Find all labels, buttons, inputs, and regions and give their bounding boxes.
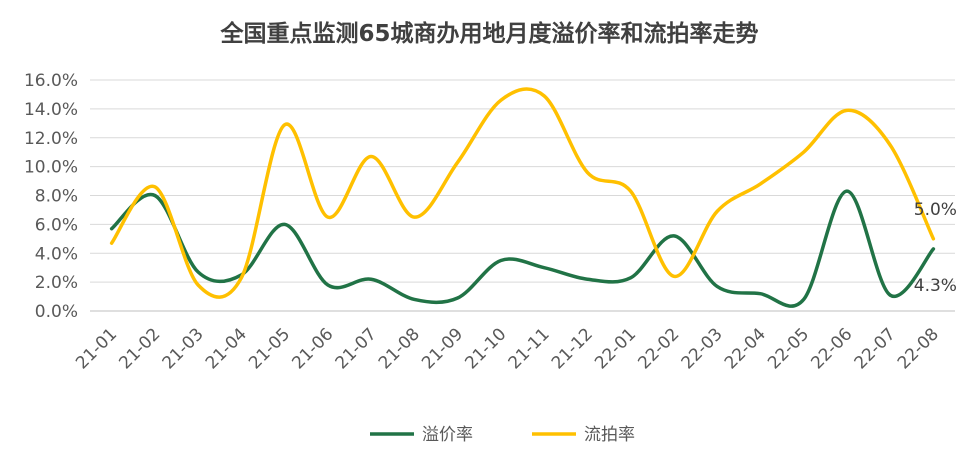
- x-tick-label: 22-02: [634, 324, 683, 373]
- x-tick-label: 21-11: [505, 324, 554, 373]
- x-tick-label: 22-03: [678, 324, 727, 373]
- x-axis-ticks: 21-0121-0221-0321-0421-0521-0621-0721-08…: [72, 324, 943, 373]
- legend: 溢价率 流拍率: [370, 425, 635, 445]
- y-tick-label: 12.0%: [24, 129, 78, 149]
- x-tick-label: 21-03: [159, 324, 208, 373]
- gridlines: [90, 79, 955, 312]
- x-tick-label: 22-01: [591, 324, 640, 373]
- series-lines: [109, 87, 936, 308]
- data-label: 5.0%: [914, 200, 957, 220]
- x-tick-label: 21-12: [548, 324, 597, 373]
- data-labels: 5.0% 4.3%: [914, 200, 957, 296]
- y-tick-label: 8.0%: [35, 187, 78, 207]
- x-tick-label: 21-10: [461, 324, 510, 373]
- legend-entry: 流拍率: [584, 425, 635, 445]
- chart-title: 全国重点监测65城商办用地月度溢价率和流拍率走势: [220, 21, 759, 47]
- x-tick-label: 22-04: [721, 324, 770, 373]
- x-tick-label: 22-07: [851, 324, 900, 373]
- x-tick-label: 22-08: [894, 324, 943, 373]
- x-tick-label: 21-09: [418, 324, 467, 373]
- series-line-failed-auction-rate: [109, 87, 936, 299]
- x-tick-label: 21-04: [202, 324, 251, 373]
- y-tick-label: 6.0%: [35, 215, 78, 235]
- y-tick-label: 4.0%: [35, 244, 78, 264]
- x-tick-label: 21-06: [288, 324, 337, 373]
- legend-entry: 溢价率: [422, 425, 473, 445]
- x-tick-label: 21-02: [115, 324, 164, 373]
- y-tick-label: 16.0%: [24, 71, 78, 91]
- x-tick-label: 21-07: [332, 324, 381, 373]
- y-tick-label: 14.0%: [24, 100, 78, 120]
- x-tick-label: 22-06: [807, 324, 856, 373]
- x-tick-label: 21-08: [375, 324, 424, 373]
- y-tick-label: 0.0%: [35, 302, 78, 322]
- y-axis-ticks: 0.0% 2.0% 4.0% 6.0% 8.0% 10.0% 12.0% 14.0% 16.0%: [24, 71, 78, 322]
- y-tick-label: 10.0%: [24, 158, 78, 178]
- y-tick-label: 2.0%: [35, 273, 78, 293]
- x-tick-label: 22-05: [764, 324, 813, 373]
- x-tick-label: 21-01: [72, 324, 121, 373]
- x-tick-label: 21-05: [245, 324, 294, 373]
- data-label: 4.3%: [914, 276, 957, 296]
